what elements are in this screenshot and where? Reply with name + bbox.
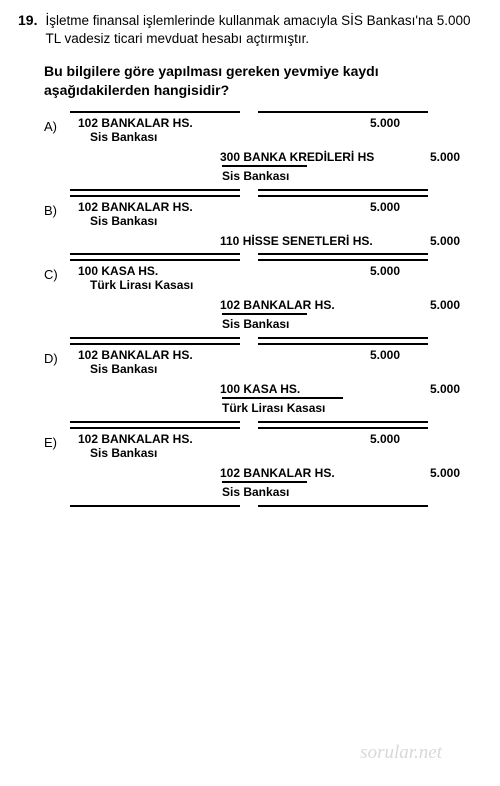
debit-account: 102 BANKALAR HS. bbox=[70, 348, 370, 362]
debit-amount: 5.000 bbox=[370, 432, 400, 446]
options-container: A) 102 BANKALAR HS. 5.000 Sis Bankası 30… bbox=[44, 111, 482, 507]
credit-subaccount: Sis Bankası bbox=[222, 481, 307, 499]
option-d[interactable]: D) 102 BANKALAR HS. 5.000 Sis Bankası 10… bbox=[44, 343, 482, 423]
debit-subaccount: Türk Lirası Kasası bbox=[70, 278, 482, 296]
option-label: E) bbox=[44, 427, 70, 450]
debit-subaccount: Sis Bankası bbox=[70, 446, 482, 464]
credit-account: 102 BANKALAR HS. bbox=[220, 298, 430, 312]
journal-entry: 100 KASA HS. 5.000 Türk Lirası Kasası 10… bbox=[70, 259, 482, 339]
debit-subaccount: Sis Bankası bbox=[70, 362, 482, 380]
debit-subaccount: Sis Bankası bbox=[70, 214, 482, 232]
option-label: C) bbox=[44, 259, 70, 282]
credit-subaccount: Sis Bankası bbox=[222, 165, 307, 183]
debit-account: 102 BANKALAR HS. bbox=[70, 116, 370, 130]
credit-account: 102 BANKALAR HS. bbox=[220, 466, 430, 480]
question-header: 19. İşletme finansal işlemlerinde kullan… bbox=[18, 12, 482, 48]
option-label: B) bbox=[44, 195, 70, 218]
option-label: A) bbox=[44, 111, 70, 134]
debit-account: 102 BANKALAR HS. bbox=[70, 200, 370, 214]
question-prompt: Bu bilgilere göre yapılması gereken yevm… bbox=[44, 62, 482, 98]
credit-account: 300 BANKA KREDİLERİ HS bbox=[220, 150, 430, 164]
debit-account: 100 KASA HS. bbox=[70, 264, 370, 278]
journal-entry: 102 BANKALAR HS. 5.000 Sis Bankası 102 B… bbox=[70, 427, 482, 507]
journal-entry: 102 BANKALAR HS. 5.000 Sis Bankası 100 K… bbox=[70, 343, 482, 423]
option-b[interactable]: B) 102 BANKALAR HS. 5.000 Sis Bankası 11… bbox=[44, 195, 482, 255]
option-c[interactable]: C) 100 KASA HS. 5.000 Türk Lirası Kasası… bbox=[44, 259, 482, 339]
journal-entry: 102 BANKALAR HS. 5.000 Sis Bankası 110 H… bbox=[70, 195, 482, 255]
debit-amount: 5.000 bbox=[370, 200, 400, 214]
credit-amount: 5.000 bbox=[430, 298, 460, 312]
credit-amount: 5.000 bbox=[430, 150, 460, 164]
credit-account: 110 HİSSE SENETLERİ HS. bbox=[220, 234, 430, 248]
question-number: 19. bbox=[18, 12, 37, 48]
credit-account: 100 KASA HS. bbox=[220, 382, 430, 396]
debit-account: 102 BANKALAR HS. bbox=[70, 432, 370, 446]
option-label: D) bbox=[44, 343, 70, 366]
credit-amount: 5.000 bbox=[430, 382, 460, 396]
debit-amount: 5.000 bbox=[370, 264, 400, 278]
watermark: sorular.net bbox=[360, 742, 442, 764]
option-e[interactable]: E) 102 BANKALAR HS. 5.000 Sis Bankası 10… bbox=[44, 427, 482, 507]
debit-subaccount: Sis Bankası bbox=[70, 130, 482, 148]
debit-amount: 5.000 bbox=[370, 116, 400, 130]
question-text: İşletme finansal işlemlerinde kullanmak … bbox=[45, 12, 482, 48]
credit-subaccount: Sis Bankası bbox=[222, 313, 307, 331]
debit-amount: 5.000 bbox=[370, 348, 400, 362]
credit-subaccount: Türk Lirası Kasası bbox=[222, 397, 343, 415]
journal-entry: 102 BANKALAR HS. 5.000 Sis Bankası 300 B… bbox=[70, 111, 482, 191]
option-a[interactable]: A) 102 BANKALAR HS. 5.000 Sis Bankası 30… bbox=[44, 111, 482, 191]
credit-amount: 5.000 bbox=[430, 234, 460, 248]
credit-amount: 5.000 bbox=[430, 466, 460, 480]
